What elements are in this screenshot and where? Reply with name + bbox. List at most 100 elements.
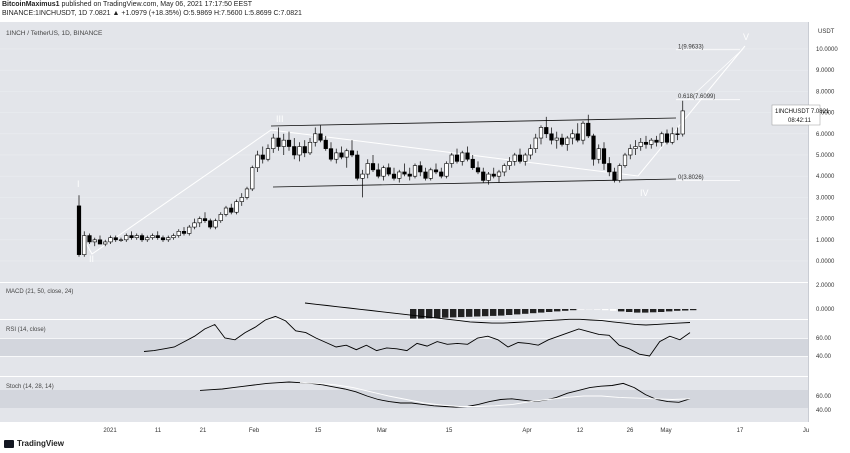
candle-body [360, 173, 365, 179]
wave-label: V [743, 32, 749, 42]
macd-histogram-bar [450, 309, 457, 318]
candle-body [465, 152, 470, 160]
candle-body [145, 237, 150, 241]
candle-body [397, 171, 402, 179]
countdown-text: 08:42:11 [788, 118, 812, 124]
candle-body [507, 161, 512, 166]
candle-body [643, 141, 649, 145]
price-tick-label: 0.0000 [816, 259, 835, 265]
candle-body [544, 127, 549, 135]
candle-body [118, 239, 124, 241]
projection-line [687, 48, 744, 101]
candle-body [496, 171, 502, 177]
tradingview-logo[interactable]: TradingView [4, 439, 64, 448]
publish-line: BitcoinMaximus1 published on TradingView… [2, 1, 252, 8]
candle-body [517, 154, 523, 162]
candle-body [418, 165, 423, 173]
candle-body [481, 171, 486, 181]
candle-body [575, 133, 580, 141]
macd-pane[interactable] [0, 283, 808, 319]
macd-histogram-bar [466, 309, 473, 317]
macd-histogram-bar [642, 309, 649, 313]
candle-body [323, 139, 328, 149]
candle-body [108, 237, 113, 243]
candle-body [355, 154, 360, 179]
candle-body [76, 205, 82, 255]
candle-body [402, 171, 407, 175]
candle-body [538, 127, 544, 139]
candle-body [218, 214, 223, 222]
macd-histogram-bar [634, 309, 641, 313]
candle-body [318, 133, 323, 141]
macd-histogram-bar [530, 309, 537, 314]
macd-histogram-bar [458, 309, 465, 318]
candle-body [166, 237, 171, 241]
candle-body [171, 235, 176, 238]
candle-body [670, 133, 675, 143]
macd-histogram-bar [506, 309, 513, 315]
macd-histogram-bar [682, 309, 689, 311]
candle-body [654, 139, 659, 143]
usdt-label: USDT [818, 29, 835, 35]
time-tick-label: 26 [627, 428, 634, 434]
rsi-indicator [143, 315, 691, 357]
wave-annotations [81, 45, 746, 255]
price-tick-label: 5.0000 [816, 153, 835, 159]
candle-body [607, 163, 612, 173]
macd-histogram-bar [602, 309, 609, 311]
channel-upper-line [270, 117, 677, 127]
symbol-label: 1INCH / TetherUS, 1D, BINANCE [6, 30, 103, 37]
fib-level-label: 1(9.9633) [678, 44, 704, 50]
candle-body [255, 154, 260, 169]
price-pane[interactable] [0, 22, 808, 282]
candle-body [412, 165, 418, 177]
candle-body [302, 146, 307, 154]
fib-level-label: 0(3.8026) [678, 175, 704, 181]
candle-body [187, 226, 192, 234]
candle-body [82, 235, 87, 255]
macd-histogram-bar [538, 309, 545, 313]
candle-body [244, 188, 250, 198]
wave-label: III [276, 114, 284, 124]
candle-body [391, 173, 397, 179]
macd-histogram-bar [610, 309, 617, 311]
candle-body [601, 148, 607, 164]
candle-body [565, 137, 570, 145]
time-tick-label: 21 [200, 428, 207, 434]
symbol-line: BINANCE:1INCHUSDT, 1D 7.0821 ▲ +1.0979 (… [2, 10, 302, 17]
candle-body [596, 148, 601, 160]
candle-body [528, 148, 533, 156]
candle-body [444, 163, 449, 177]
candle-body [449, 154, 454, 164]
candle-body [234, 201, 239, 213]
time-tick-label: Ju [803, 428, 809, 434]
macd-histogram-bar [482, 309, 489, 317]
time-tick-label: 2021 [103, 428, 117, 434]
candle-body [491, 173, 496, 177]
brand-text: TradingView [17, 439, 64, 448]
last-price-text: 1INCHUSDT 7.0821 [775, 109, 830, 115]
candle-body [286, 139, 292, 147]
candle-body [664, 133, 670, 143]
macd-histogram-bar [410, 309, 417, 319]
candle-body [554, 137, 559, 141]
price-tick-label: 6.0000 [816, 132, 835, 138]
time-tick-label: Mar [377, 428, 387, 434]
candle-body [271, 137, 276, 149]
candle-body [628, 148, 633, 156]
last-price-tag: 1INCHUSDT 7.0821 08:42:11 [771, 104, 830, 126]
time-tick-label: Apr [522, 428, 531, 434]
rsi-axis: 40.00 60.00 [816, 336, 832, 360]
macd-histogram-bar [674, 309, 681, 311]
candle-body [376, 169, 381, 177]
candle-body [229, 207, 234, 213]
candle-body [365, 163, 370, 175]
candle-body [281, 139, 286, 147]
price-tick-label: 8.0000 [816, 89, 835, 95]
candle-body [223, 207, 229, 215]
candle-body [454, 154, 460, 162]
macd-histogram-bar [562, 309, 569, 311]
stoch-tick-label: 40.00 [816, 408, 832, 414]
